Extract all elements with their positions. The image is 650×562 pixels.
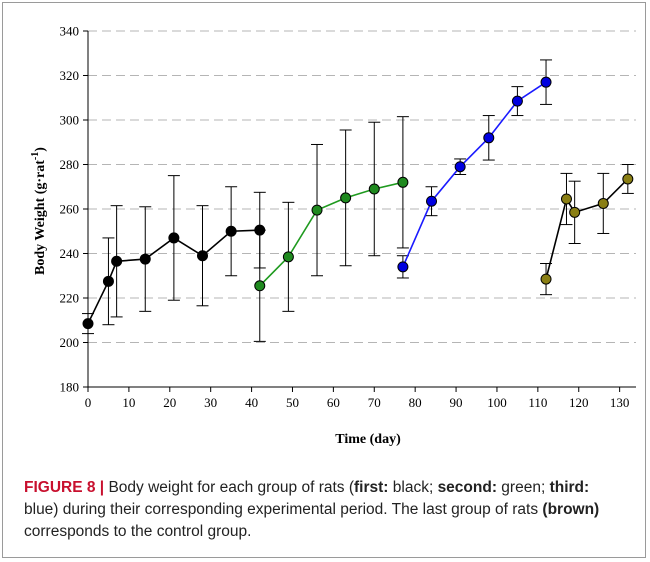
caption-second-label: second: <box>437 479 497 496</box>
x-tick-label: 100 <box>487 395 507 410</box>
x-tick-label: 50 <box>286 395 299 410</box>
x-tick-label: 0 <box>85 395 92 410</box>
series-4 <box>540 164 634 296</box>
data-point <box>540 273 552 285</box>
x-tick-label: 130 <box>610 395 630 410</box>
y-tick-label: 200 <box>60 335 80 350</box>
y-tick-label: 340 <box>60 24 80 39</box>
data-point <box>139 253 151 265</box>
x-tick-label: 110 <box>528 395 547 410</box>
data-point <box>340 192 352 204</box>
body-weight-chart: 180 200 220 240 260 280 300 320 340 0 10 20 30 40 50 60… <box>30 24 636 447</box>
data-point <box>569 206 581 218</box>
caption-text: Body weight for each group of rats ( <box>104 479 354 496</box>
series-3 <box>396 59 553 279</box>
series-line <box>402 81 547 268</box>
caption-text: black; <box>388 479 438 496</box>
x-tick-label: 80 <box>409 395 422 410</box>
x-tick-label: 40 <box>245 395 258 410</box>
data-point <box>426 195 438 207</box>
caption-figure-label: FIGURE 8 | <box>24 479 105 496</box>
data-point <box>483 132 495 144</box>
data-point <box>197 250 209 262</box>
caption-brown-label: (brown) <box>542 501 600 518</box>
data-point <box>540 76 552 88</box>
data-point <box>622 173 634 185</box>
series-2 <box>253 116 409 342</box>
x-tick-label: 10 <box>122 395 135 410</box>
data-point <box>254 280 266 292</box>
y-tick-label: 220 <box>60 291 80 306</box>
data-point <box>368 183 380 195</box>
x-tick-label: 20 <box>163 395 176 410</box>
series-line <box>545 178 629 280</box>
data-point <box>102 275 114 287</box>
x-tick-label: 90 <box>450 395 463 410</box>
series-1 <box>82 175 266 335</box>
caption-third-label: third: <box>549 479 590 496</box>
y-tick-label: 280 <box>60 157 80 172</box>
data-point <box>168 232 180 244</box>
data-point <box>282 251 294 263</box>
caption-first-label: first: <box>354 479 389 496</box>
caption-text: blue) during their corresponding experim… <box>24 501 543 518</box>
series-line <box>259 181 404 287</box>
caption-text: corresponds to the control group. <box>24 523 252 540</box>
x-tick-label: 120 <box>569 395 589 410</box>
x-tick-label: 70 <box>368 395 381 410</box>
data-point <box>82 318 94 330</box>
data-point <box>311 204 323 216</box>
caption-text: green; <box>497 479 550 496</box>
data-point <box>511 95 523 107</box>
y-axis-title: Body Weight (g·rat-1) <box>30 147 48 275</box>
data-point <box>597 197 609 209</box>
x-tick-label: 60 <box>327 395 340 410</box>
y-tick-label: 320 <box>60 68 80 83</box>
y-tick-label: 240 <box>60 246 80 261</box>
data-point <box>397 261 409 273</box>
data-point <box>397 176 409 188</box>
y-tick-label: 260 <box>60 202 80 217</box>
data-point <box>454 161 466 173</box>
data-point <box>111 255 123 267</box>
y-tick-label: 180 <box>60 380 80 395</box>
data-point <box>225 225 237 237</box>
y-tick-label: 300 <box>60 113 80 128</box>
x-tick-label: 30 <box>204 395 217 410</box>
x-axis-title: Time (day) <box>335 432 401 447</box>
figure-caption: FIGURE 8 | Body weight for each group of… <box>24 477 624 543</box>
data-point <box>560 193 572 205</box>
